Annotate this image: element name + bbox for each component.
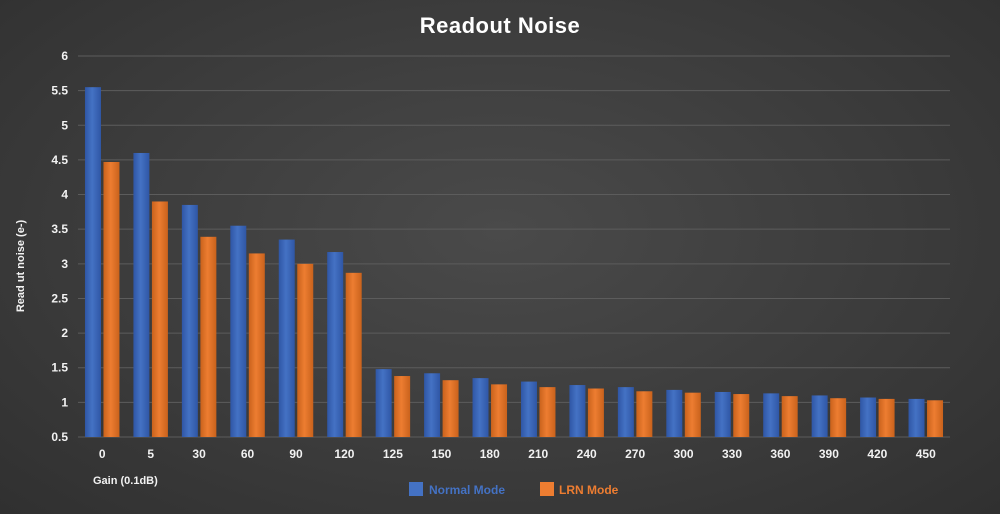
- bar-normal-mode: [763, 393, 780, 437]
- x-tick-label: 60: [241, 447, 255, 461]
- x-tick-label: 450: [916, 447, 936, 461]
- y-tick-label: 1.5: [51, 361, 68, 375]
- bar-normal-mode: [908, 398, 925, 437]
- bar-lrn-mode: [830, 398, 847, 437]
- x-tick-label: 360: [770, 447, 790, 461]
- bar-normal-mode: [860, 397, 877, 437]
- x-tick-label: 210: [528, 447, 548, 461]
- legend-swatch-normal-mode: [409, 482, 423, 496]
- bar-normal-mode: [181, 204, 198, 437]
- y-tick-label: 5.5: [51, 84, 68, 98]
- x-tick-label: 0: [99, 447, 106, 461]
- x-tick-label: 5: [147, 447, 154, 461]
- x-tick-label: 270: [625, 447, 645, 461]
- y-tick-label: 6: [61, 49, 68, 63]
- bar-lrn-mode: [297, 263, 314, 437]
- bar-lrn-mode: [394, 376, 411, 437]
- bar-normal-mode: [424, 373, 441, 437]
- y-tick-label: 3.5: [51, 222, 68, 236]
- y-tick-label: 5: [61, 118, 68, 132]
- bar-normal-mode: [327, 252, 344, 437]
- y-tick-label: 4: [61, 188, 68, 202]
- legend: Normal Mode LRN Mode: [409, 482, 619, 497]
- y-tick-label: 0.5: [51, 430, 68, 444]
- x-tick-label: 180: [480, 447, 500, 461]
- bar-normal-mode: [714, 391, 731, 437]
- bar-lrn-mode: [878, 398, 895, 437]
- bars: [84, 87, 944, 437]
- bar-normal-mode: [278, 239, 295, 437]
- x-axis-ticks: 0 5 30 60 90 120 125 150 180 210 240 270 300 330 360 39…: [99, 447, 936, 461]
- legend-label-normal-mode: Normal Mode: [429, 483, 505, 497]
- bar-normal-mode: [617, 387, 634, 437]
- y-tick-label: 3: [61, 257, 68, 271]
- bar-normal-mode: [472, 378, 489, 437]
- bar-lrn-mode: [636, 391, 653, 437]
- x-tick-label: 90: [289, 447, 303, 461]
- y-tick-label: 4.5: [51, 153, 68, 167]
- bar-normal-mode: [375, 369, 392, 437]
- y-axis-label: Read ut noise (e-): [15, 220, 27, 313]
- bar-lrn-mode: [442, 380, 459, 437]
- bar-lrn-mode: [587, 388, 604, 437]
- bar-lrn-mode: [248, 253, 265, 437]
- y-tick-label: 2: [61, 326, 68, 340]
- x-axis-label: Gain (0.1dB): [93, 475, 158, 487]
- bar-lrn-mode: [539, 387, 556, 437]
- y-axis-ticks: 0.5 1 1.5 2 2.5 3 3.5 4 4.5 5 5.5 6: [51, 49, 68, 444]
- bar-lrn-mode: [151, 201, 168, 437]
- bar-normal-mode: [84, 87, 101, 437]
- chart-title: Readout Noise: [420, 13, 581, 38]
- bar-lrn-mode: [781, 396, 798, 437]
- bar-normal-mode: [569, 385, 586, 437]
- legend-swatch-lrn-mode: [540, 482, 554, 496]
- bar-lrn-mode: [927, 400, 944, 437]
- bar-normal-mode: [811, 395, 828, 437]
- y-tick-label: 2.5: [51, 291, 68, 305]
- x-tick-label: 390: [819, 447, 839, 461]
- bar-normal-mode: [230, 225, 247, 437]
- x-tick-label: 330: [722, 447, 742, 461]
- x-tick-label: 125: [383, 447, 403, 461]
- x-tick-label: 120: [334, 447, 354, 461]
- x-tick-label: 150: [431, 447, 451, 461]
- x-tick-label: 30: [192, 447, 206, 461]
- x-tick-label: 420: [867, 447, 887, 461]
- x-tick-label: 300: [674, 447, 694, 461]
- bar-lrn-mode: [103, 161, 120, 437]
- legend-label-lrn-mode: LRN Mode: [559, 483, 619, 497]
- bar-lrn-mode: [733, 394, 750, 437]
- x-tick-label: 240: [577, 447, 597, 461]
- bar-normal-mode: [666, 389, 683, 437]
- bar-lrn-mode: [345, 272, 362, 437]
- bar-normal-mode: [520, 381, 537, 437]
- bar-lrn-mode: [200, 236, 217, 437]
- bar-lrn-mode: [491, 384, 508, 437]
- bar-lrn-mode: [684, 392, 701, 437]
- gridlines: [78, 55, 950, 438]
- bar-normal-mode: [133, 152, 150, 437]
- y-tick-label: 1: [61, 395, 68, 409]
